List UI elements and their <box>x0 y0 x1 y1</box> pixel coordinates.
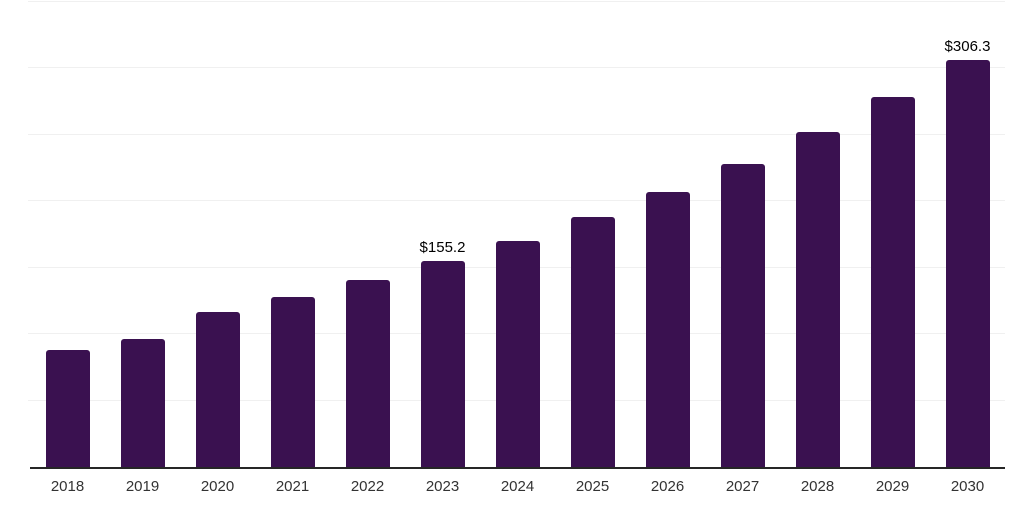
bar-2022 <box>345 279 390 467</box>
x-tick-2023: 2023 <box>425 478 460 495</box>
x-tick-2019: 2019 <box>125 478 160 495</box>
x-tick-2022: 2022 <box>350 478 385 495</box>
bar-slot-2027 <box>705 2 780 467</box>
bar-2030 <box>945 60 990 467</box>
bar-slot-2018 <box>30 2 105 467</box>
bar-slot-2023: $155.2 <box>405 2 480 467</box>
bar-slot-2019 <box>105 2 180 467</box>
x-tick-2020: 2020 <box>200 478 235 495</box>
bar-2020 <box>195 311 240 467</box>
bar-slot-2022 <box>330 2 405 467</box>
bar-series: $155.2 $306.3 <box>30 2 1005 467</box>
gridline-250 <box>28 133 1005 135</box>
bar-slot-2030: $306.3 <box>930 2 1005 467</box>
bar-slot-2024 <box>480 2 555 467</box>
data-label-2023: $155.2 <box>419 238 466 256</box>
x-tick-2018: 2018 <box>50 478 85 495</box>
x-tick-2025: 2025 <box>575 478 610 495</box>
bar-slot-2028 <box>780 2 855 467</box>
x-tick-2027: 2027 <box>725 478 760 495</box>
data-label-2030: $306.3 <box>944 38 991 56</box>
bar-2023 <box>420 260 465 467</box>
bar-2021 <box>270 296 315 467</box>
bar-2026 <box>645 191 690 467</box>
x-tick-2021: 2021 <box>275 478 310 495</box>
bar-2019 <box>120 338 165 467</box>
bar-2027 <box>720 164 765 467</box>
bar-slot-2021 <box>255 2 330 467</box>
x-tick-2030: 2030 <box>950 478 985 495</box>
bar-2018 <box>45 350 90 467</box>
bar-2028 <box>795 131 840 467</box>
x-tick-2029: 2029 <box>875 478 910 495</box>
plot-area: $155.2 $306.3 <box>28 1 1005 469</box>
gridline-200 <box>28 200 1005 202</box>
bar-slot-2025 <box>555 2 630 467</box>
x-tick-2028: 2028 <box>800 478 835 495</box>
x-axis-tick-labels: 2018 2019 2020 2021 2022 2023 2024 2025 2026 2027… <box>30 478 1005 502</box>
bar-2024 <box>495 241 540 467</box>
bar-2029 <box>870 97 915 467</box>
bar-slot-2029 <box>855 2 930 467</box>
bar-slot-2026 <box>630 2 705 467</box>
gridline-350 <box>28 1 1005 2</box>
bar-slot-2020 <box>180 2 255 467</box>
gridline-300 <box>28 67 1005 69</box>
x-tick-2026: 2026 <box>650 478 685 495</box>
x-tick-2024: 2024 <box>500 478 535 495</box>
bar-2025 <box>570 217 615 467</box>
